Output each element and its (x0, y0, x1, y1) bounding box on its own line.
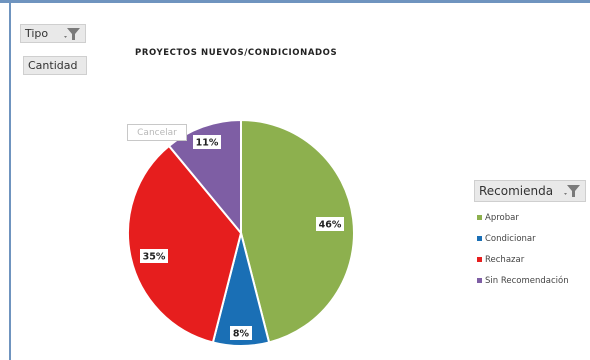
legend-label: Aprobar (485, 212, 519, 223)
pie-slice-aprobar[interactable] (240, 118, 355, 344)
funnel-icon (63, 27, 81, 41)
legend-item-condicionar[interactable]: Condicionar (477, 228, 569, 249)
recomienda-filter-label: Recomienda (479, 184, 554, 198)
chart-title: PROYECTOS NUEVOS/CONDICIONADOS (135, 48, 338, 58)
data-label-aprobar: 46% (316, 217, 344, 231)
legend-item-rechazar[interactable]: Rechazar (477, 249, 569, 270)
svg-text:11%: 11% (196, 138, 219, 149)
recomienda-filter-button[interactable]: Recomienda (474, 180, 586, 202)
legend-label: Rechazar (485, 254, 525, 265)
cancel-tooltip: Cancelar (127, 124, 187, 141)
svg-text:8%: 8% (233, 329, 250, 340)
svg-text:35%: 35% (143, 252, 166, 263)
cantidad-field-label: Cantidad (28, 59, 78, 72)
legend-swatch (477, 278, 482, 283)
frame-top-border (0, 0, 590, 3)
data-label-rechazar: 35% (140, 249, 168, 263)
legend-swatch (477, 257, 482, 262)
legend-swatch (477, 215, 482, 220)
funnel-icon (563, 184, 581, 198)
legend-item-aprobar[interactable]: Aprobar (477, 207, 569, 228)
cantidad-field-button[interactable]: Cantidad (23, 56, 87, 75)
pie-slice-rechazar[interactable] (127, 144, 243, 344)
legend-label: Condicionar (485, 233, 536, 244)
data-label-condicionar: 8% (230, 326, 252, 340)
frame-left-border (9, 0, 11, 360)
legend-swatch (477, 236, 482, 241)
pie-slice-sin-recomendaci-n[interactable] (167, 118, 242, 236)
chart-legend: Aprobar Condicionar Rechazar Sin Recomendac… (477, 207, 569, 291)
data-label-sin-recomendaci-n: 11% (193, 135, 221, 149)
tipo-filter-button[interactable]: Tipo (20, 24, 86, 43)
legend-item-sin-recomendaci-n[interactable]: Sin Recomendación (477, 270, 569, 291)
legend-label: Sin Recomendación (485, 275, 569, 286)
svg-text:46%: 46% (319, 220, 342, 231)
tipo-filter-label: Tipo (25, 27, 49, 40)
